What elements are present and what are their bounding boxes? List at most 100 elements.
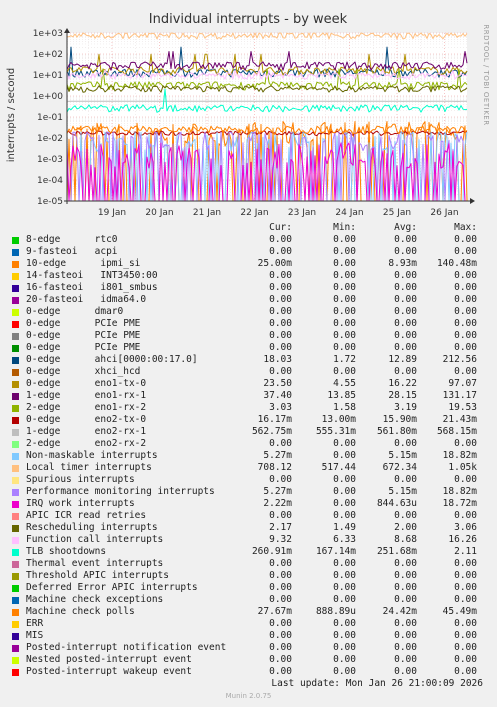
x-tick-label: 25 Jan	[383, 208, 411, 218]
legend-max: 0.00	[454, 618, 477, 629]
legend-swatch	[12, 465, 19, 472]
x-tick-label: 26 Jan	[430, 208, 458, 218]
legend-avg: 0.00	[394, 654, 417, 665]
legend-avg: 0.00	[394, 306, 417, 317]
legend-min: 0.00	[333, 342, 356, 353]
legend-min: 0.00	[333, 618, 356, 629]
legend-avg: 0.00	[394, 642, 417, 653]
legend-swatch	[12, 669, 19, 676]
legend-cur: 0.00	[269, 234, 292, 245]
legend-name: TLB shootdowns	[26, 546, 107, 557]
legend-max: 18.82m	[442, 486, 477, 497]
legend-max: 97.07	[448, 378, 477, 389]
legend-name: APIC ICR read retries	[26, 510, 147, 521]
legend-name: 20-fasteoi idma64.0	[26, 294, 147, 305]
legend-min: 517.44	[321, 462, 356, 473]
legend-name: 16-fasteoi i801_smbus	[26, 282, 158, 293]
legend-max: 1.05k	[448, 462, 477, 473]
legend-min: 0.00	[333, 270, 356, 281]
x-tick-label: 23 Jan	[288, 208, 316, 218]
legend-max: 0.00	[454, 234, 477, 245]
legend-min: 0.00	[333, 666, 356, 677]
x-tick-label: 19 Jan	[98, 208, 126, 218]
legend-swatch	[12, 597, 19, 604]
legend-name: 0-edge xhci_hcd	[26, 366, 141, 377]
legend-swatch	[12, 357, 19, 364]
legend-avg: 0.00	[394, 330, 417, 341]
legend-avg: 28.15	[388, 390, 417, 401]
legend-entry: 2-edge eno1-rx-2 3.03 1.58 3.19 19.53	[12, 402, 487, 414]
legend-swatch	[12, 645, 19, 652]
legend-min: 0.00	[333, 594, 356, 605]
legend-swatch	[12, 657, 19, 664]
legend-swatch	[12, 441, 19, 448]
legend-min: 0.00	[333, 582, 356, 593]
legend-max: 19.53	[448, 402, 477, 413]
chart-title: Individual interrupts - by week	[149, 12, 348, 27]
legend-name: 9-fasteoi acpi	[26, 246, 118, 257]
col-cur: Cur:	[269, 222, 292, 233]
legend-cur: 0.00	[269, 666, 292, 677]
legend-max: 0.00	[454, 294, 477, 305]
legend-min: 0.00	[333, 258, 356, 269]
legend-min: 0.00	[333, 438, 356, 449]
legend-avg: 0.00	[394, 282, 417, 293]
legend-cur: 5.27m	[263, 486, 292, 497]
legend-cur: 23.50	[263, 378, 292, 389]
legend-swatch	[12, 633, 19, 640]
x-tick-label: 22 Jan	[240, 208, 268, 218]
y-axis-label: interrupts / second	[6, 68, 17, 162]
legend-entry: Local timer interrupts 708.12 517.44 672.34…	[12, 462, 487, 474]
legend-swatch	[12, 573, 19, 580]
legend-entry: 0-edge ahci[0000:00:17.0] 18.03 1.72 12.89 2…	[12, 354, 487, 366]
legend: Cur: Min: Avg: Max: 8-edge rtc0 0.00 0.00 0…	[12, 222, 487, 678]
legend-name: Performance monitoring interrupts	[26, 486, 215, 497]
legend-min: 1.49	[333, 522, 356, 533]
legend-name: Thermal event interrupts	[26, 558, 164, 569]
legend-max: 0.00	[454, 246, 477, 257]
legend-max: 21.43m	[442, 414, 477, 425]
legend-max: 0.00	[454, 342, 477, 353]
legend-swatch	[12, 321, 19, 328]
legend-avg: 0.00	[394, 234, 417, 245]
legend-avg: 8.93m	[388, 258, 417, 269]
x-tick-label: 20 Jan	[145, 208, 173, 218]
legend-name: 1-edge eno2-rx-1	[26, 426, 147, 437]
x-axis-arrow	[470, 198, 475, 204]
legend-cur: 2.17	[269, 522, 292, 533]
legend-cur: 0.00	[269, 294, 292, 305]
y-tick-label: 1e-03	[37, 155, 63, 165]
legend-cur: 2.22m	[263, 498, 292, 509]
legend-avg: 0.00	[394, 510, 417, 521]
legend-min: 0.00	[333, 234, 356, 245]
legend-cur: 9.32	[269, 534, 292, 545]
series-line	[66, 70, 468, 80]
legend-cur: 37.40	[263, 390, 292, 401]
legend-name: 0-edge PCIe PME	[26, 330, 141, 341]
legend-entry: 16-fasteoi i801_smbus 0.00 0.00 0.00 0.00	[12, 282, 487, 294]
legend-name: 0-edge ahci[0000:00:17.0]	[26, 354, 198, 365]
legend-avg: 0.00	[394, 246, 417, 257]
legend-swatch	[12, 609, 19, 616]
legend-rows: 8-edge rtc0 0.00 0.00 0.00 0.00 9-fasteoi acp…	[12, 234, 487, 678]
legend-min: 0.00	[333, 654, 356, 665]
legend-entry: Deferred Error APIC interrupts 0.00 0.00 0.…	[12, 582, 487, 594]
legend-cur: 3.03	[269, 402, 292, 413]
series-line	[66, 123, 468, 135]
legend-max: 18.72m	[442, 498, 477, 509]
legend-entry: 0-edge PCIe PME 0.00 0.00 0.00 0.00	[12, 318, 487, 330]
legend-max: 16.26	[448, 534, 477, 545]
legend-swatch	[12, 381, 19, 388]
legend-min: 167.14m	[315, 546, 356, 557]
legend-name: Non-maskable interrupts	[26, 450, 158, 461]
legend-max: 0.00	[454, 654, 477, 665]
legend-entry: 20-fasteoi idma64.0 0.00 0.00 0.00 0.00	[12, 294, 487, 306]
x-tick-label: 21 Jan	[193, 208, 221, 218]
last-update: Last update: Mon Jan 26 21:00:09 2026	[271, 678, 483, 689]
legend-swatch	[12, 309, 19, 316]
legend-min: 0.00	[333, 498, 356, 509]
legend-min: 6.33	[333, 534, 356, 545]
legend-entry: ERR 0.00 0.00 0.00 0.00	[12, 618, 487, 630]
legend-cur: 0.00	[269, 318, 292, 329]
legend-entry: 0-edge eno2-tx-0 16.17m 13.00m 15.90m 21.43m	[12, 414, 487, 426]
